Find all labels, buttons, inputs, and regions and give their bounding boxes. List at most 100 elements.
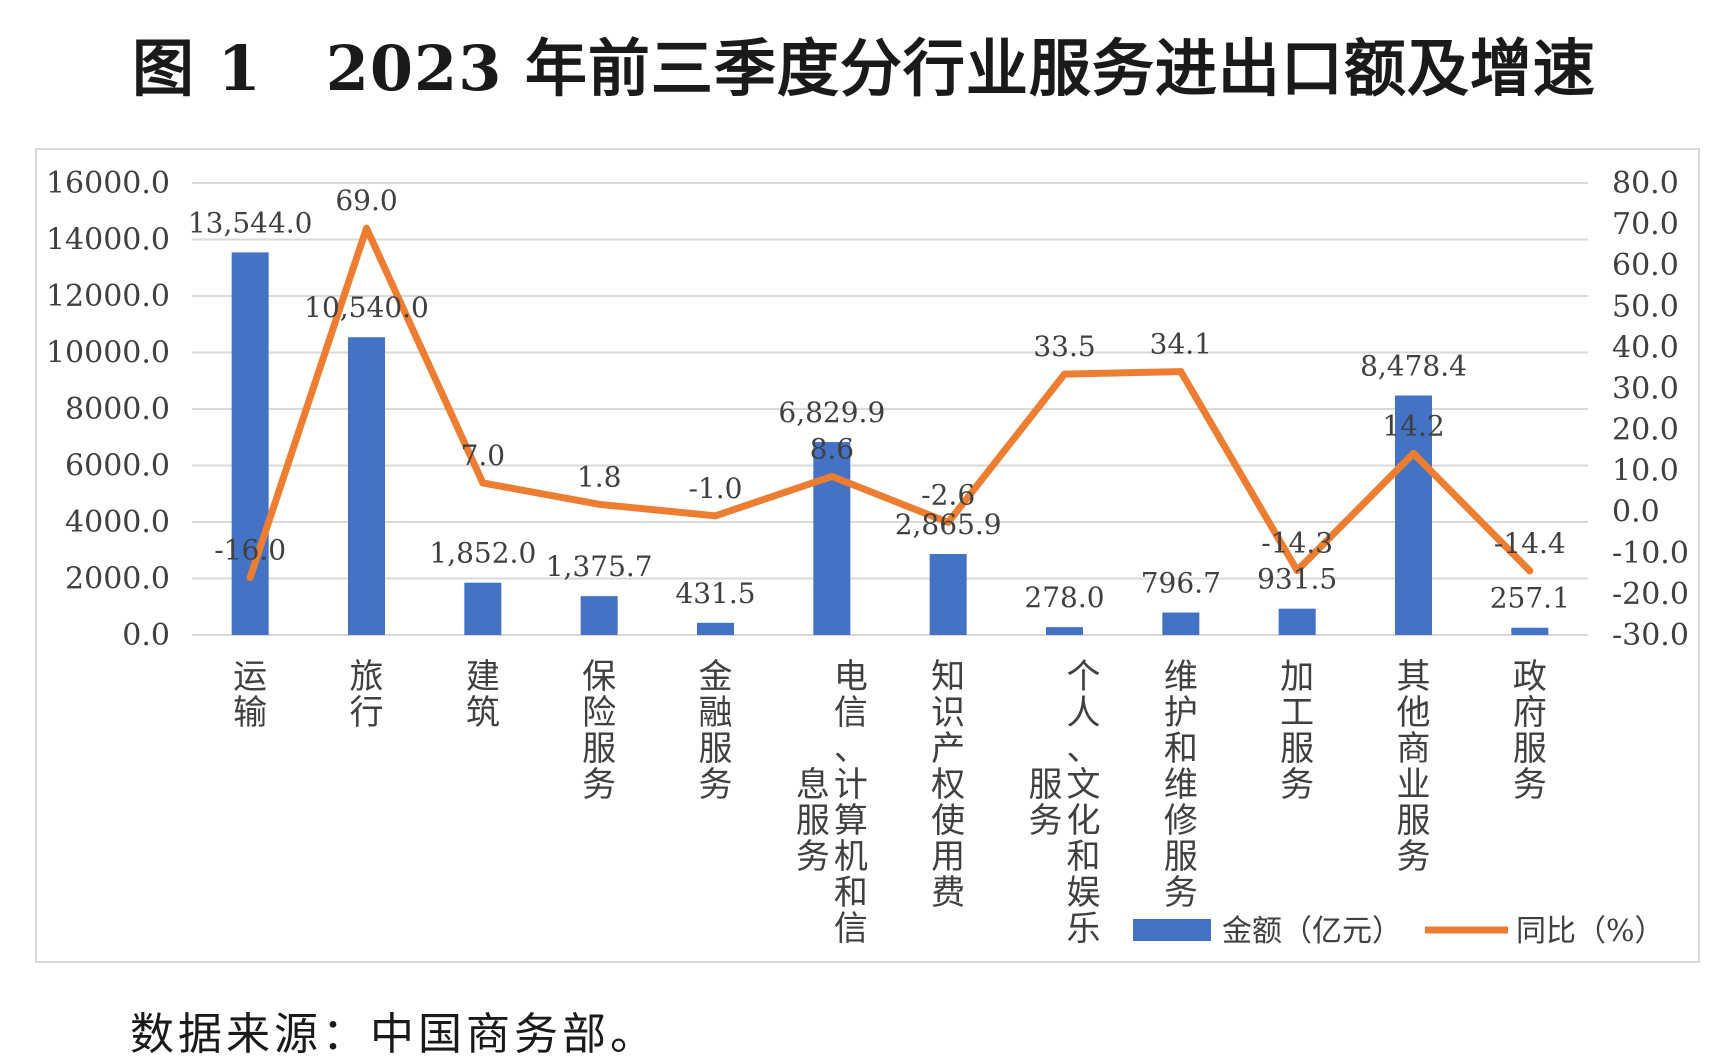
figure-label: 图 1 xyxy=(132,32,262,105)
right-axis-tick-label: -10.0 xyxy=(1612,536,1689,571)
bar xyxy=(1395,395,1432,635)
category-char: 运 xyxy=(233,657,267,697)
line-point xyxy=(1410,449,1417,457)
left-axis-tick-label: 8000.0 xyxy=(65,392,170,427)
bar-data-label: 431.5 xyxy=(675,577,755,610)
category-char: 筑 xyxy=(466,693,500,733)
bar xyxy=(464,582,502,635)
bar-data-label: 13,544.0 xyxy=(188,206,313,239)
category-char: 机 xyxy=(834,837,868,877)
data-source-note: 数据来源：中国商务部。 xyxy=(130,1009,658,1060)
category-char: 加 xyxy=(1280,657,1314,697)
right-axis-tick-label: 40.0 xyxy=(1612,330,1679,365)
line-point xyxy=(246,573,254,581)
category-char: 用 xyxy=(931,837,965,877)
right-axis-tick-label: 0.0 xyxy=(1612,495,1660,530)
line-data-label: -1.0 xyxy=(689,472,743,505)
line-data-label: 33.5 xyxy=(1033,330,1095,363)
category-label: 建筑 xyxy=(466,657,500,733)
line-point xyxy=(828,472,836,480)
category-char: 业 xyxy=(1397,765,1431,805)
category-char: 服 xyxy=(1280,729,1314,769)
category-char: 金 xyxy=(699,657,733,697)
left-axis-tick-label: 4000.0 xyxy=(65,505,170,540)
grid-lines xyxy=(192,182,1588,636)
line-data-label: -14.4 xyxy=(1494,527,1566,560)
category-char: 产 xyxy=(931,729,965,769)
left-y-axis: 0.0 2000.0 4000.0 6000.0 8000.0 10000.0 12000.… xyxy=(46,166,170,653)
category-char: 服 xyxy=(796,801,830,841)
category-char: 和 xyxy=(1164,729,1198,769)
category-char: 费 xyxy=(931,873,965,913)
bar-data-label: 1,375.7 xyxy=(546,550,653,583)
category-char: 行 xyxy=(350,693,384,733)
left-axis-tick-label: 12000.0 xyxy=(46,279,170,314)
chart-title: 图 1 2023 年前三季度分行业服务进出口额及增速 xyxy=(0,18,1728,108)
line-data-label: 7.0 xyxy=(461,439,506,472)
category-char: 险 xyxy=(582,693,616,733)
right-axis-tick-label: 60.0 xyxy=(1612,248,1679,283)
right-axis-tick-label: 10.0 xyxy=(1612,454,1679,489)
bar xyxy=(580,596,618,635)
category-label: 旅行 xyxy=(350,657,384,733)
bar-data-label: 6,829.9 xyxy=(778,396,885,429)
line-data-labels: -16.0 69.0 7.0 1.8 -1.0 8.6 -2.6 33.5 34.1 -14.3 1… xyxy=(214,184,1565,566)
category-char: 知 xyxy=(931,657,965,697)
line-point xyxy=(1177,368,1185,376)
category-char: 他 xyxy=(1397,693,1431,733)
left-axis-tick-label: 16000.0 xyxy=(46,166,170,201)
line-data-label: 8.6 xyxy=(810,432,855,465)
category-char: 人 xyxy=(1067,693,1101,733)
bar-data-labels: 13,544.0 10,540.0 1,852.0 1,375.7 431.5 6,829… xyxy=(188,206,1570,614)
bar xyxy=(348,337,385,635)
category-char: 旅 xyxy=(350,657,384,697)
category-char: 信 xyxy=(834,693,868,733)
category-char: 服 xyxy=(1397,801,1431,841)
category-char: 保 xyxy=(582,657,616,697)
legend-swatch-bar xyxy=(1133,919,1211,941)
category-char: 建 xyxy=(466,657,500,697)
line-point xyxy=(1293,566,1301,574)
line-point xyxy=(944,518,952,526)
category-char: 修 xyxy=(1164,801,1198,841)
line-data-label: 14.2 xyxy=(1382,409,1444,442)
line-point xyxy=(1526,567,1534,575)
right-axis-tick-label: 80.0 xyxy=(1612,166,1679,201)
bar xyxy=(1162,612,1200,635)
category-char: 息 xyxy=(796,765,830,805)
category-char: 使 xyxy=(931,801,965,841)
bar-data-label: 257.1 xyxy=(1490,582,1570,615)
line-series xyxy=(246,224,1534,581)
category-char: 务 xyxy=(582,765,616,805)
line-data-label: -16.0 xyxy=(214,533,286,566)
bar-data-label: 278.0 xyxy=(1024,581,1104,614)
category-char: 政 xyxy=(1513,657,1547,697)
legend: 金额（亿元） 同比（%） xyxy=(1133,914,1665,949)
category-char: 娱 xyxy=(1067,873,1101,913)
category-char: 信 xyxy=(834,909,868,949)
line-data-label: 69.0 xyxy=(335,184,397,217)
category-char: 电 xyxy=(834,657,868,697)
right-axis-tick-label: 30.0 xyxy=(1612,371,1679,406)
chart-frame xyxy=(35,148,1700,963)
right-axis-tick-label: -20.0 xyxy=(1612,577,1689,612)
category-char: 算 xyxy=(834,801,868,841)
category-char: 维 xyxy=(1164,765,1198,805)
category-char: 、 xyxy=(834,729,868,769)
category-char: 务 xyxy=(699,765,733,805)
chart-title-text: 2023 年前三季度分行业服务进出口额及增速 xyxy=(325,32,1596,105)
right-axis-tick-label: 50.0 xyxy=(1612,289,1679,324)
bar xyxy=(1511,627,1549,635)
bar-data-label: 1,852.0 xyxy=(429,537,536,570)
right-axis-tick-label: 20.0 xyxy=(1612,413,1679,448)
bar xyxy=(813,442,851,635)
category-char: 融 xyxy=(699,693,733,733)
line-point xyxy=(1061,370,1068,378)
bar-data-label: 796.7 xyxy=(1141,566,1221,599)
category-char: 商 xyxy=(1397,729,1431,769)
left-axis-tick-label: 0.0 xyxy=(122,618,170,653)
